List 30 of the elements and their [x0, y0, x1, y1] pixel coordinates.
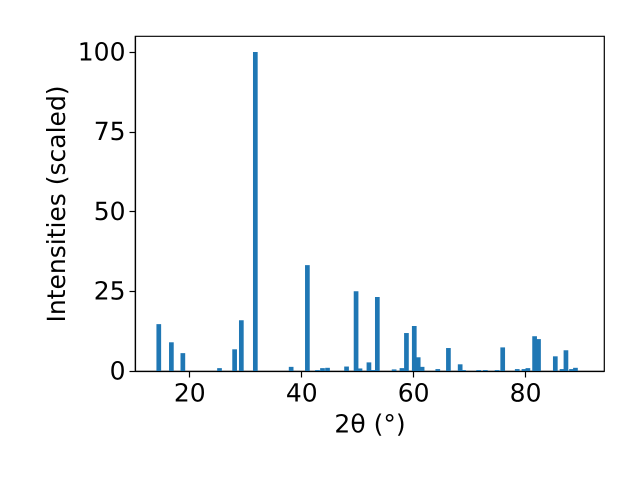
y-tick-label: 0 [110, 356, 126, 386]
bar [238, 320, 244, 371]
bar [573, 368, 578, 371]
bar [374, 296, 380, 371]
y-tick-label: 25 [94, 276, 126, 306]
bar [252, 52, 258, 371]
y-tick-label: 50 [94, 196, 126, 226]
bar [180, 353, 186, 371]
bar [552, 356, 558, 371]
bar [354, 291, 358, 371]
bar [305, 265, 310, 371]
bar [232, 349, 237, 371]
y-tick-label: 75 [94, 117, 126, 146]
bar [217, 368, 222, 371]
bar [156, 324, 162, 371]
x-tick-label: 60 [398, 378, 430, 408]
x-axis-title: 2θ (°) [334, 410, 406, 438]
bar [526, 368, 530, 371]
y-tick-label: 100 [78, 37, 126, 66]
bar [288, 366, 294, 371]
bar [366, 362, 372, 371]
bar [344, 366, 349, 371]
bar [412, 326, 417, 371]
bar [446, 348, 451, 371]
bar [169, 342, 174, 371]
x-tick-label: 40 [286, 378, 318, 408]
bar [536, 339, 541, 371]
y-axis-title: Intensities (scaled) [42, 85, 71, 323]
x-tick-label: 20 [174, 378, 206, 408]
x-tick-label: 80 [510, 378, 542, 408]
